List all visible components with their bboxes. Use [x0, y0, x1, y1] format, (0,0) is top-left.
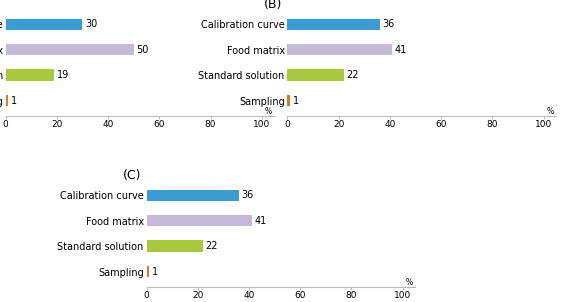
Bar — [6, 69, 55, 81]
Text: 36: 36 — [241, 190, 253, 200]
Text: 19: 19 — [57, 70, 69, 80]
Bar — [6, 95, 8, 106]
Bar — [147, 215, 252, 226]
Text: 41: 41 — [254, 216, 266, 226]
Text: 1: 1 — [152, 267, 158, 277]
Bar — [6, 19, 83, 30]
Bar — [147, 266, 149, 277]
Text: 1: 1 — [293, 96, 298, 106]
Text: 50: 50 — [136, 45, 148, 55]
Text: (B): (B) — [264, 0, 282, 11]
Bar — [6, 44, 134, 56]
Text: 22: 22 — [346, 70, 359, 80]
Bar — [287, 19, 379, 30]
Bar — [147, 240, 203, 252]
Bar — [287, 69, 344, 81]
Text: 1: 1 — [11, 96, 17, 106]
Text: %: % — [405, 278, 413, 287]
Text: 30: 30 — [85, 19, 97, 29]
Bar — [147, 190, 239, 201]
Text: %: % — [546, 107, 554, 116]
Bar — [287, 95, 290, 106]
Text: 41: 41 — [395, 45, 407, 55]
Text: 36: 36 — [382, 19, 395, 29]
Bar — [287, 44, 392, 56]
Text: 22: 22 — [206, 241, 218, 251]
Text: %: % — [265, 107, 271, 116]
Text: (C): (C) — [123, 169, 141, 182]
